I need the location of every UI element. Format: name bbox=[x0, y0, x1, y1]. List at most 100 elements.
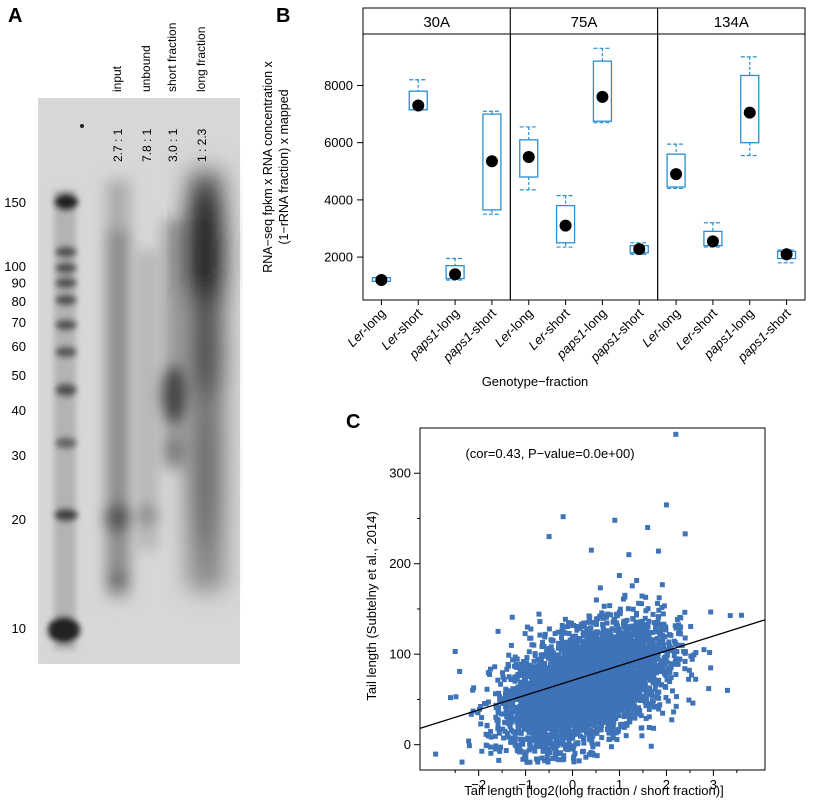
scatter-point bbox=[610, 726, 616, 732]
scatter-point bbox=[626, 641, 632, 647]
scatter-point bbox=[504, 714, 510, 720]
scatter-point bbox=[564, 695, 570, 701]
scatter-point bbox=[643, 672, 649, 678]
scatter-point bbox=[453, 694, 459, 700]
scatter-point bbox=[630, 616, 636, 622]
scatter-point bbox=[527, 723, 533, 729]
scatter-point bbox=[670, 688, 676, 694]
scatter-point bbox=[667, 669, 673, 675]
scatter-point bbox=[557, 750, 563, 756]
category-label-rest: -short bbox=[391, 305, 425, 339]
scatter-point bbox=[539, 705, 545, 711]
scatter-point bbox=[547, 666, 553, 672]
scatter-point bbox=[504, 730, 510, 736]
scatter-point bbox=[583, 682, 589, 688]
scatter-point bbox=[669, 717, 675, 723]
scatter-point bbox=[594, 691, 600, 697]
long-fraction-lane bbox=[186, 170, 224, 590]
scatter-point bbox=[507, 714, 513, 720]
scatter-point bbox=[622, 710, 628, 716]
scatter-point bbox=[526, 696, 532, 702]
scatter-point bbox=[484, 722, 490, 728]
scatter-point bbox=[501, 735, 507, 741]
scatter-point bbox=[595, 741, 601, 747]
scatter-point bbox=[531, 728, 537, 734]
scatter-point bbox=[635, 626, 641, 632]
scatter-point bbox=[546, 674, 552, 680]
scatter-point bbox=[585, 640, 591, 646]
scatter-point bbox=[515, 690, 521, 696]
scatter-point bbox=[572, 633, 578, 639]
scatter-point bbox=[600, 710, 606, 716]
scatter-point bbox=[500, 674, 506, 680]
scatter-point bbox=[686, 697, 692, 703]
scatter-point bbox=[549, 654, 555, 660]
box-median-30A-Ler-long bbox=[375, 273, 388, 286]
scatter-point bbox=[635, 671, 641, 677]
scatter-point bbox=[635, 681, 641, 687]
scatter-point bbox=[672, 623, 678, 629]
scatter-point bbox=[548, 661, 554, 667]
scatter-point bbox=[583, 666, 589, 672]
scatter-point bbox=[533, 744, 539, 750]
boxplot-y-tick-label: 8000 bbox=[324, 78, 353, 93]
scatter-point bbox=[653, 655, 659, 661]
scatter-point bbox=[585, 648, 591, 654]
scatter-point bbox=[537, 681, 543, 687]
scatter-point bbox=[627, 719, 633, 725]
scatter-point bbox=[512, 690, 518, 696]
scatter-point bbox=[549, 638, 555, 644]
scatter-point bbox=[609, 711, 615, 717]
lane-label-short-fraction: short fraction bbox=[165, 23, 179, 92]
scatter-point bbox=[475, 710, 481, 716]
scatter-point bbox=[554, 662, 560, 668]
scatter-point bbox=[573, 716, 579, 722]
scatter-point bbox=[586, 752, 592, 758]
scatter-point bbox=[605, 663, 611, 669]
scatter-point bbox=[551, 741, 557, 747]
scatter-point bbox=[594, 753, 600, 759]
scatter-point bbox=[622, 703, 628, 709]
scatter-point bbox=[528, 744, 534, 750]
scatter-point bbox=[689, 656, 695, 662]
scatter-point bbox=[638, 713, 644, 719]
scatter-point bbox=[567, 651, 573, 657]
scatter-point bbox=[585, 698, 591, 704]
scatter-point bbox=[493, 746, 499, 752]
scatter-point bbox=[657, 646, 663, 652]
scatter-point bbox=[637, 645, 643, 651]
box-median-75A-Ler-long bbox=[522, 150, 535, 163]
scatter-point bbox=[499, 670, 505, 676]
scatter-point bbox=[657, 632, 663, 638]
scatter-point bbox=[500, 726, 506, 732]
scatter-point bbox=[636, 661, 642, 667]
scatter-point bbox=[536, 673, 542, 679]
scatter-point bbox=[541, 691, 547, 697]
scatter-point bbox=[612, 663, 618, 669]
scatter-point bbox=[616, 626, 622, 632]
scatter-point bbox=[565, 643, 571, 649]
scatter-point bbox=[468, 711, 474, 717]
scatter-point bbox=[598, 659, 604, 665]
scatter-point bbox=[689, 672, 695, 678]
scatter-point bbox=[498, 744, 504, 750]
scatter-point bbox=[495, 726, 501, 732]
scatter-point bbox=[614, 710, 620, 716]
scatter-point bbox=[542, 634, 548, 640]
scatter-point bbox=[568, 657, 574, 663]
scatter-point bbox=[588, 634, 594, 640]
scatter-point bbox=[526, 737, 532, 743]
scatter-point bbox=[599, 610, 605, 616]
scatter-point bbox=[562, 616, 568, 622]
scatter-point bbox=[554, 678, 560, 684]
input-lane bbox=[104, 180, 132, 600]
scatter-point bbox=[623, 733, 629, 739]
scatter-point bbox=[616, 573, 622, 579]
scatter-point bbox=[524, 759, 530, 765]
scatter-point bbox=[502, 700, 508, 706]
scatter-point bbox=[671, 709, 677, 715]
scatter-point bbox=[593, 713, 599, 719]
scatter-point bbox=[643, 690, 649, 696]
scatter-point bbox=[492, 733, 498, 739]
scatter-point bbox=[492, 691, 498, 697]
